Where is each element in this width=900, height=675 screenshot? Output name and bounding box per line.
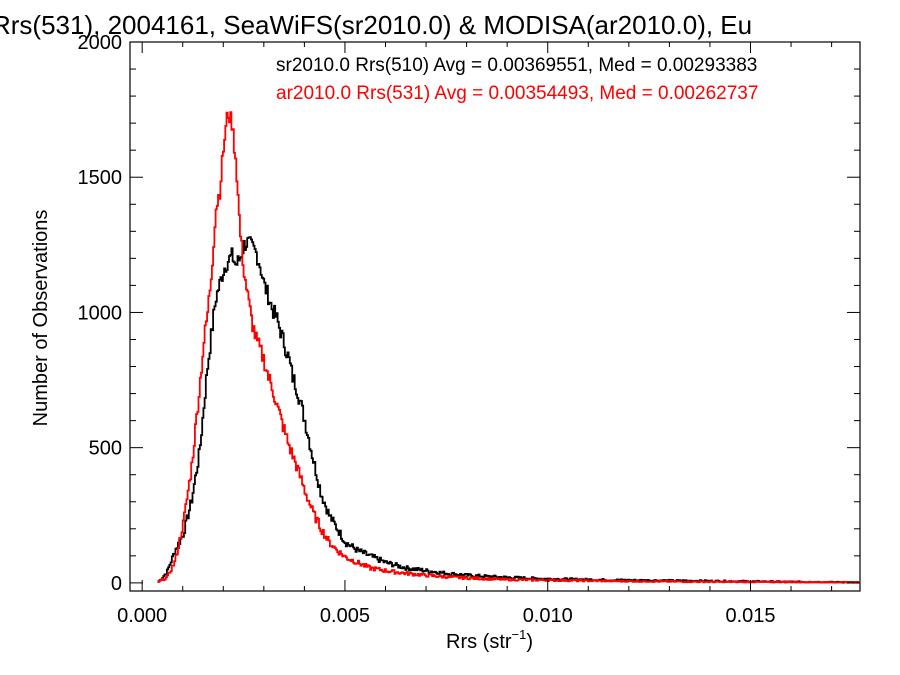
series-layer: [157, 111, 861, 584]
x-axis-label-superscript: −1: [512, 627, 527, 642]
legend-entry-sr2010: sr2010.0 Rrs(510) Avg = 0.00369551, Med …: [276, 55, 757, 76]
chart-title: Rrs(531), 2004161, SeaWiFS(sr2010.0) & M…: [0, 10, 752, 40]
y-tick-label: 0: [111, 573, 122, 595]
series-line-0: [157, 236, 861, 584]
x-tick-label: 0.000: [117, 605, 167, 627]
plot-area: [129, 41, 861, 592]
x-axis-label-close: ): [526, 631, 533, 653]
x-tick-label: 0.015: [725, 605, 775, 627]
plot-frame: [129, 41, 861, 592]
y-tick-label: 1500: [78, 167, 123, 189]
x-tick-label: 0.005: [320, 605, 370, 627]
y-tick-label: 500: [89, 438, 122, 460]
tick-layer: 0.000 0.005 0.010 0.015 0 500 1000 1500 2000: [78, 32, 860, 627]
y-axis-label: Number of Observations: [30, 210, 52, 427]
legend-entry-ar2010: ar2010.0 Rrs(531) Avg = 0.00354493, Med …: [276, 83, 758, 104]
x-axis-label: Rrs (str−1): [446, 627, 533, 653]
y-tick-label: 1000: [78, 302, 123, 324]
x-tick-label: 0.010: [523, 605, 573, 627]
x-axis-label-main: Rrs (str: [446, 631, 512, 653]
y-tick-label: 2000: [78, 32, 123, 54]
series-line-1: [157, 111, 861, 584]
